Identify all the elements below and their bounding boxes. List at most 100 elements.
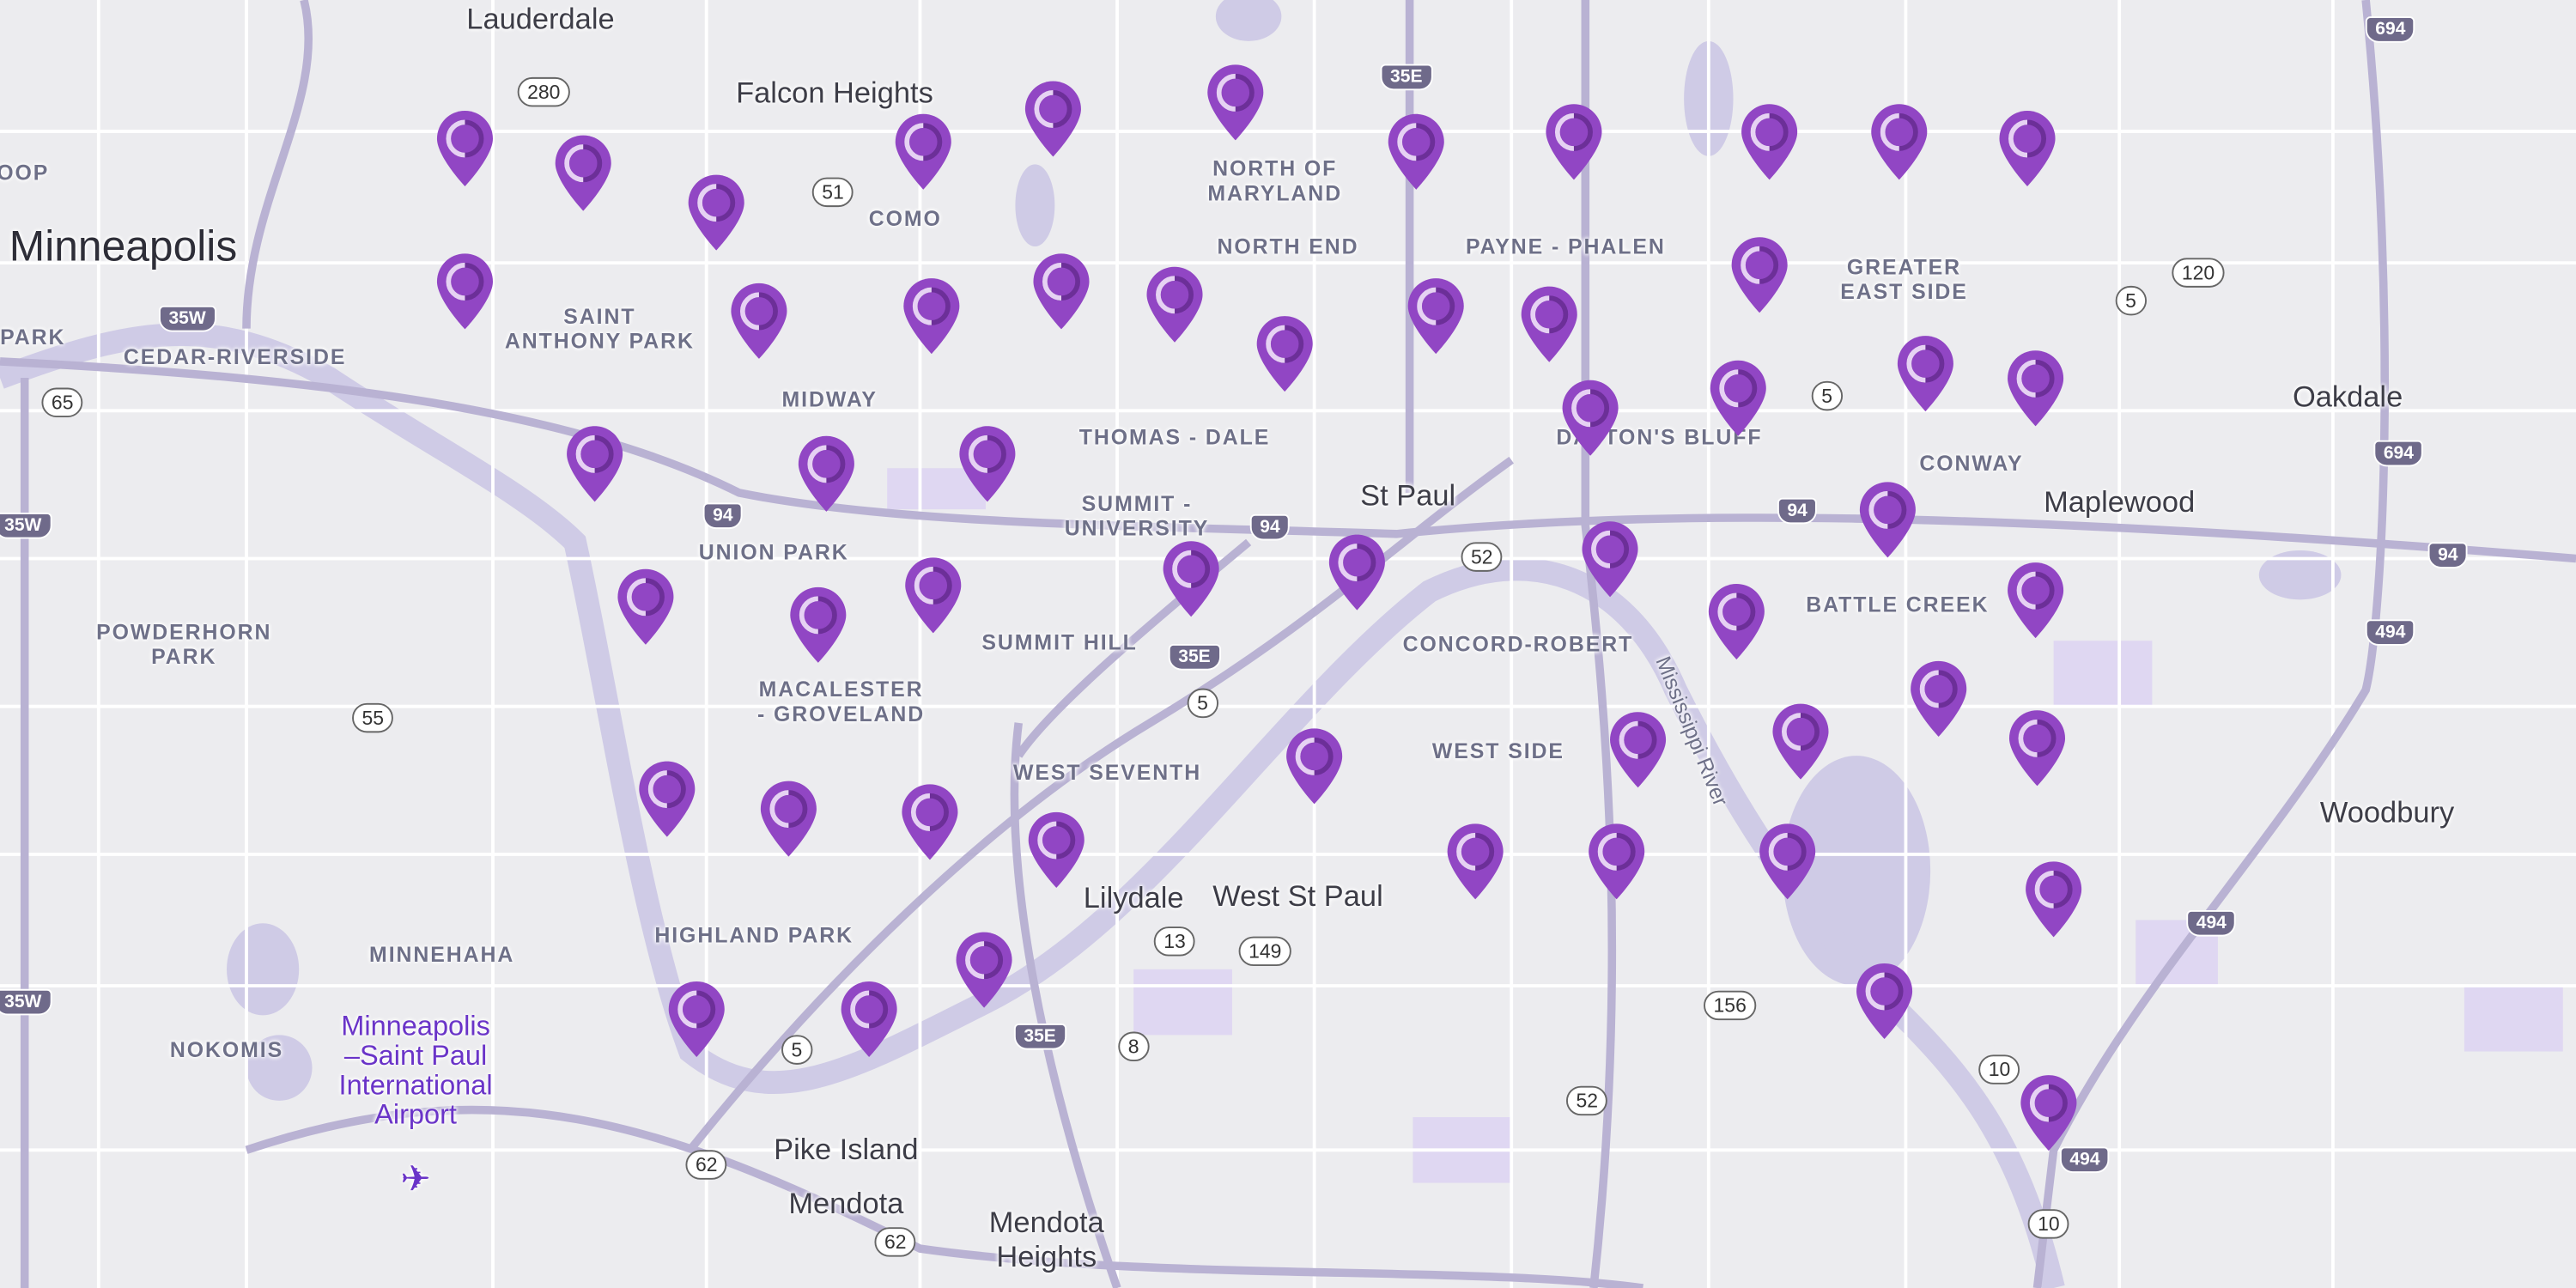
- map-pin-icon[interactable]: [1855, 962, 1914, 1041]
- map-pin-icon[interactable]: [554, 134, 613, 213]
- map-pin-icon[interactable]: [687, 173, 746, 252]
- city-label: Lauderdale: [466, 2, 615, 36]
- map-pin-icon[interactable]: [1758, 822, 1817, 901]
- map-pin-icon[interactable]: [840, 980, 899, 1059]
- map-pin-icon[interactable]: [730, 282, 789, 361]
- map-pin-icon[interactable]: [1608, 710, 1668, 789]
- map-pin-icon[interactable]: [1027, 811, 1086, 890]
- map-pin-icon[interactable]: [1255, 314, 1315, 393]
- map-pin-icon[interactable]: [1327, 533, 1387, 612]
- map-pin-icon[interactable]: [667, 980, 726, 1059]
- map-pin-icon[interactable]: [957, 424, 1017, 503]
- neighborhood-label: OOP: [0, 160, 50, 185]
- route-shield: 94: [1249, 513, 1291, 541]
- map-pin-icon[interactable]: [1707, 582, 1766, 661]
- map-pin-icon[interactable]: [1896, 334, 1955, 413]
- map-pin-icon[interactable]: [797, 434, 856, 513]
- map-pin-icon[interactable]: [1998, 109, 2057, 188]
- neighborhood-label: THOMAS - DALE: [1078, 424, 1271, 450]
- route-shield: 149: [1238, 936, 1291, 967]
- route-shield: 35W: [158, 305, 216, 332]
- map-pin-icon[interactable]: [637, 760, 696, 839]
- map-pin-icon[interactable]: [1858, 480, 1917, 559]
- map-pin-icon[interactable]: [435, 252, 495, 331]
- route-shield: 52: [1461, 542, 1504, 572]
- route-shield: 494: [2186, 909, 2237, 937]
- map-pin-icon[interactable]: [1709, 359, 1768, 438]
- map-pin-icon[interactable]: [2019, 1073, 2078, 1152]
- map-pin-icon[interactable]: [1771, 702, 1831, 781]
- city-label: Oakdale: [2292, 380, 2403, 414]
- route-shield: 35E: [1380, 64, 1432, 91]
- map-pin-icon[interactable]: [1581, 519, 1640, 598]
- map-pin-icon[interactable]: [1206, 63, 1265, 142]
- map-pin-icon[interactable]: [1446, 822, 1505, 901]
- route-shield: 494: [2365, 619, 2415, 646]
- city-label-minneapolis: Minneapolis: [9, 221, 238, 270]
- map-pin-icon[interactable]: [1520, 285, 1579, 364]
- map-pin-icon[interactable]: [1869, 102, 1929, 181]
- map-pin-icon[interactable]: [1587, 822, 1646, 901]
- airplane-icon[interactable]: ✈: [400, 1157, 431, 1200]
- route-shield: 10: [1978, 1054, 2020, 1084]
- map-pin-icon[interactable]: [435, 109, 495, 188]
- airport-label: Minneapolis –Saint Paul International Ai…: [338, 1010, 493, 1131]
- map-pin-icon[interactable]: [2008, 708, 2067, 787]
- neighborhood-label: SUMMIT - UNIVERSITY: [1064, 491, 1210, 541]
- map-pin-icon[interactable]: [903, 556, 963, 635]
- map-pin-icon[interactable]: [1545, 102, 1604, 181]
- map-pin-icon[interactable]: [1406, 276, 1466, 355]
- route-shield: 62: [874, 1227, 917, 1257]
- map-pin-icon[interactable]: [894, 112, 953, 191]
- route-shield: 94: [702, 502, 744, 530]
- neighborhood-label: UNION PARK: [698, 539, 849, 565]
- map-pin-icon[interactable]: [1285, 726, 1344, 805]
- neighborhood-label: NORTH END: [1217, 234, 1359, 259]
- route-shield: 120: [2172, 258, 2225, 288]
- map-pin-icon[interactable]: [565, 424, 624, 503]
- map-pin-icon[interactable]: [788, 586, 848, 665]
- route-shield: 52: [1565, 1085, 1608, 1116]
- city-label: Woodbury: [2319, 795, 2455, 829]
- neighborhood-label: WEST SEVENTH: [1012, 759, 1202, 785]
- route-shield: 494: [2059, 1146, 2111, 1174]
- neighborhood-label: NOKOMIS: [169, 1037, 284, 1062]
- route-shield: 5: [1811, 380, 1843, 411]
- neighborhood-label: GREATER EAST SIDE: [1840, 254, 1968, 304]
- city-label: Pike Island: [774, 1133, 919, 1166]
- map-pin-icon[interactable]: [1032, 252, 1091, 331]
- route-shield: 280: [517, 76, 570, 107]
- map-pin-icon[interactable]: [1162, 539, 1221, 618]
- map-pin-icon[interactable]: [1909, 659, 1968, 738]
- map-pin-icon[interactable]: [2024, 860, 2083, 939]
- map-pin-icon[interactable]: [2006, 349, 2065, 428]
- route-shield: 51: [811, 177, 854, 208]
- map-pin-icon[interactable]: [1387, 112, 1446, 191]
- neighborhood-label: MIDWAY: [781, 386, 878, 412]
- map-pin-icon[interactable]: [902, 276, 961, 355]
- map-pin-icon[interactable]: [759, 780, 818, 859]
- map-pin-icon[interactable]: [900, 782, 959, 861]
- mississippi-river: [0, 323, 2065, 1288]
- neighborhood-label: POWDERHORN PARK: [96, 619, 272, 669]
- route-shield: 35E: [1013, 1023, 1066, 1050]
- route-shield: 94: [1777, 497, 1818, 525]
- map-pin-icon[interactable]: [1145, 265, 1205, 344]
- route-shield: 5: [2115, 285, 2147, 316]
- map-pin-icon[interactable]: [1730, 235, 1789, 314]
- neighborhood-label: BATTLE CREEK: [1806, 592, 1990, 617]
- route-shield: 13: [1153, 927, 1196, 957]
- map-pin-icon[interactable]: [1561, 379, 1620, 458]
- city-label: Maplewood: [2044, 485, 2196, 519]
- map-pin-icon[interactable]: [2006, 561, 2065, 640]
- route-shield: 35W: [0, 512, 52, 539]
- route-shield: 55: [352, 702, 394, 733]
- route-shield: 35E: [1168, 644, 1221, 671]
- map-pin-icon[interactable]: [1740, 102, 1799, 181]
- map-pin-icon[interactable]: [616, 568, 675, 647]
- map-pin-icon[interactable]: [1024, 80, 1083, 159]
- neighborhood-label: HIGHLAND PARK: [654, 922, 854, 948]
- map-pin-icon[interactable]: [955, 931, 1014, 1010]
